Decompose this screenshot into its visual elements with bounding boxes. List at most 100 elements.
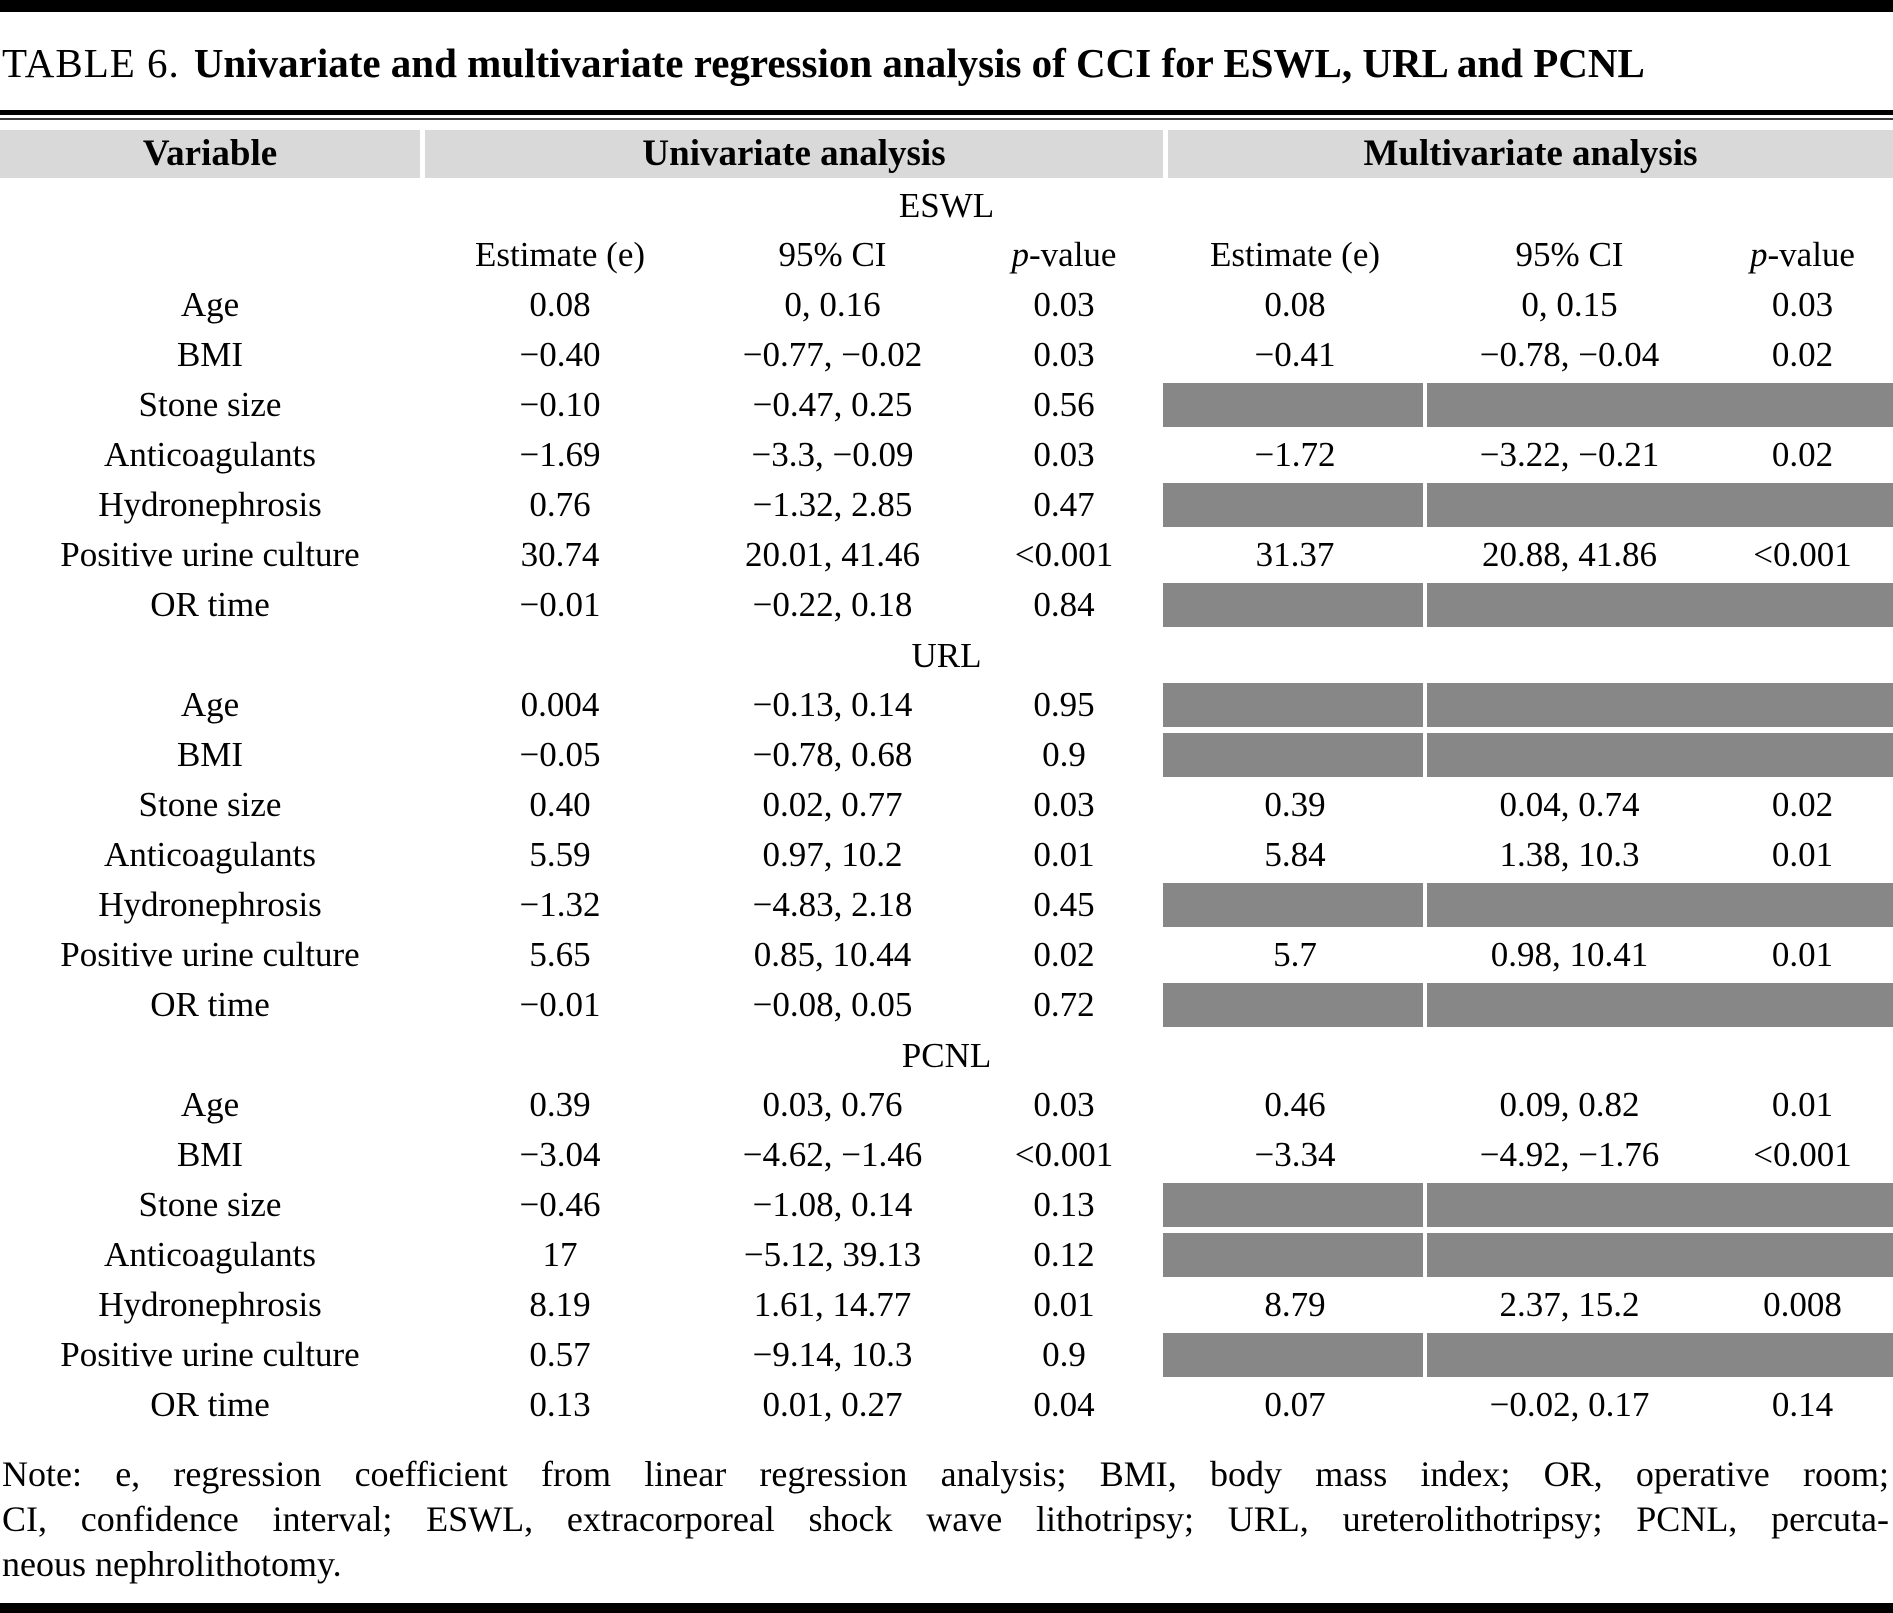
variable-label: Hydronephrosis [98, 1285, 322, 1324]
multi-estimate: 31.37 [1255, 535, 1335, 574]
multi-ci: 20.88, 41.86 [1482, 535, 1657, 574]
variable-label: BMI [176, 1135, 244, 1174]
subheader-p-value: p-value [1011, 235, 1117, 274]
uni-estimate: 17 [542, 1235, 578, 1274]
multi-p-value: 0.01 [1771, 935, 1834, 974]
subheader-p-value: p-value [1750, 235, 1855, 274]
subheader-ci: 95% CI [778, 235, 887, 274]
column-group-univariate: Univariate analysis [420, 130, 1163, 178]
uni-p-value: 0.03 [1033, 785, 1095, 824]
masked-multi-estimate [1163, 583, 1423, 627]
uni-estimate: 0.40 [529, 785, 591, 824]
uni-estimate: 0.39 [529, 1085, 591, 1124]
subheader-ci: 95% CI [1515, 235, 1624, 274]
variable-label: BMI [176, 735, 244, 774]
uni-p-value: 0.9 [1042, 1335, 1086, 1374]
uni-p-value: 0.01 [1033, 1285, 1095, 1324]
uni-p-value: 0.04 [1033, 1385, 1095, 1424]
column-group-multivariate: Multivariate analysis [1163, 130, 1893, 178]
masked-multi-ci-p [1427, 583, 1893, 627]
masked-multi-ci-p [1427, 1333, 1893, 1377]
uni-ci: 0, 0.16 [784, 285, 881, 324]
masked-multi-estimate [1163, 383, 1423, 427]
table-number: TABLE 6. [2, 40, 180, 86]
uni-ci: −9.14, 10.3 [752, 1335, 913, 1374]
multi-ci: −0.78, −0.04 [1479, 335, 1660, 374]
subheader-spacer [0, 230, 420, 280]
footnote-line: neous nephrolithotomy. [2, 1544, 342, 1584]
multi-p-value: 0.14 [1771, 1385, 1834, 1424]
uni-estimate: 8.19 [529, 1285, 591, 1324]
uni-p-value: 0.12 [1033, 1235, 1095, 1274]
masked-multi-ci-p [1427, 483, 1893, 527]
variable-label: Stone size [138, 785, 282, 824]
multi-estimate: −3.34 [1254, 1135, 1336, 1174]
multi-ci: 0.09, 0.82 [1499, 1085, 1640, 1124]
masked-multi-estimate [1163, 1333, 1423, 1377]
multi-estimate: −1.72 [1254, 435, 1336, 474]
uni-ci: 0.03, 0.76 [762, 1085, 903, 1124]
variable-label: Positive urine culture [60, 535, 360, 574]
masked-multi-estimate [1163, 1233, 1423, 1277]
variable-label: Positive urine culture [60, 1335, 360, 1374]
multi-ci: −4.92, −1.76 [1479, 1135, 1660, 1174]
multi-estimate: 0.08 [1264, 285, 1326, 324]
uni-estimate: −0.01 [519, 585, 601, 624]
multi-p-value: 0.01 [1771, 835, 1834, 874]
variable-label: Age [180, 285, 240, 324]
uni-ci: −4.62, −1.46 [742, 1135, 923, 1174]
uni-p-value: 0.03 [1033, 435, 1095, 474]
section-header-pcnl: PCNL [901, 1036, 992, 1075]
variable-label: Stone size [138, 1185, 282, 1224]
subheader-estimate: Estimate (e) [474, 235, 646, 274]
uni-ci: −4.83, 2.18 [752, 885, 913, 924]
footnote-line: Note: e, regression coefficient from lin… [2, 1454, 1889, 1494]
uni-p-value: 0.45 [1033, 885, 1095, 924]
uni-p-value: 0.13 [1033, 1185, 1095, 1224]
uni-ci: −5.12, 39.13 [743, 1235, 922, 1274]
section-header-eswl: ESWL [898, 186, 995, 225]
multi-p-value: 0.02 [1771, 335, 1834, 374]
masked-multi-ci-p [1427, 733, 1893, 777]
uni-p-value: 0.03 [1033, 285, 1095, 324]
multi-p-value: <0.001 [1753, 1135, 1852, 1174]
uni-ci: −0.13, 0.14 [752, 685, 913, 724]
p-value-header-italic: p [1750, 235, 1768, 274]
masked-multi-ci-p [1427, 1233, 1893, 1277]
variable-label: BMI [176, 335, 244, 374]
uni-estimate: 0.13 [529, 1385, 591, 1424]
uni-ci: −3.3, −0.09 [751, 435, 914, 474]
multi-ci: 0.04, 0.74 [1499, 785, 1640, 824]
uni-estimate: 5.59 [529, 835, 591, 874]
regression-table: Variable Univariate analysis Multivariat… [0, 130, 1893, 1430]
uni-estimate: 5.65 [529, 935, 591, 974]
uni-ci: 0.97, 10.2 [762, 835, 903, 874]
uni-ci: −0.47, 0.25 [752, 385, 913, 424]
bottom-rule [0, 1603, 1893, 1613]
multi-ci: 0.98, 10.41 [1490, 935, 1649, 974]
caption-rule [0, 110, 1893, 120]
uni-ci: 1.61, 14.77 [753, 1285, 912, 1324]
uni-ci: −0.78, 0.68 [752, 735, 913, 774]
uni-ci: −1.08, 0.14 [752, 1185, 913, 1224]
uni-ci: 0.01, 0.27 [762, 1385, 903, 1424]
uni-estimate: 0.08 [529, 285, 591, 324]
uni-p-value: 0.9 [1042, 735, 1086, 774]
multi-ci: −3.22, −0.21 [1479, 435, 1660, 474]
variable-label: Anticoagulants [104, 435, 316, 474]
uni-p-value: 0.03 [1033, 1085, 1095, 1124]
uni-ci: 20.01, 41.46 [745, 535, 920, 574]
uni-ci: −0.22, 0.18 [752, 585, 913, 624]
multi-ci: −0.02, 0.17 [1489, 1385, 1650, 1424]
uni-ci: −0.77, −0.02 [742, 335, 923, 374]
multi-estimate: 5.84 [1264, 835, 1326, 874]
top-rule [0, 0, 1893, 12]
multi-p-value: 0.01 [1771, 1085, 1834, 1124]
footnote-line: CI, confidence interval; ESWL, extracorp… [2, 1499, 1889, 1539]
variable-label: Anticoagulants [104, 1235, 316, 1274]
variable-label: Anticoagulants [104, 835, 316, 874]
multi-ci: 2.37, 15.2 [1499, 1285, 1640, 1324]
masked-multi-estimate [1163, 883, 1423, 927]
variable-label: Hydronephrosis [98, 485, 322, 524]
uni-estimate: 30.74 [520, 535, 600, 574]
